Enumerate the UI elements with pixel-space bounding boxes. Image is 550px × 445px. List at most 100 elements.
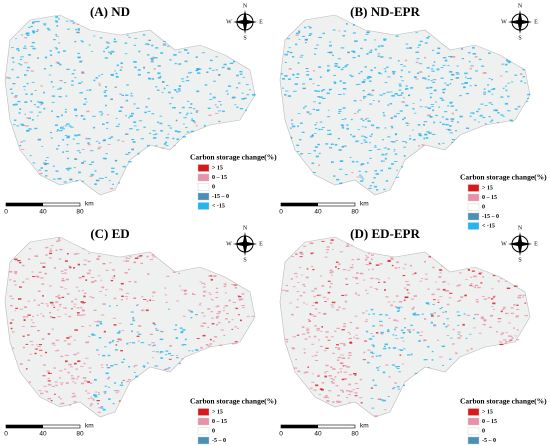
change-patch	[405, 43, 409, 45]
change-patch	[388, 259, 391, 262]
change-patch	[252, 93, 256, 96]
change-patch	[383, 188, 386, 191]
change-patch	[394, 382, 397, 384]
change-patch	[452, 56, 456, 58]
change-patch	[114, 382, 117, 384]
change-patch	[504, 102, 509, 105]
change-patch	[382, 399, 386, 402]
change-patch	[169, 103, 172, 105]
change-patch	[314, 325, 317, 327]
change-patch	[395, 35, 399, 37]
change-patch	[392, 70, 396, 73]
change-patch	[175, 119, 178, 122]
change-patch	[352, 276, 354, 278]
scale-unit: km	[360, 201, 369, 208]
change-patch	[248, 89, 251, 91]
change-patch	[64, 313, 67, 315]
change-patch	[57, 178, 60, 180]
change-patch	[55, 170, 59, 172]
change-patch	[181, 358, 184, 360]
change-patch	[86, 272, 91, 275]
change-patch	[379, 73, 383, 75]
change-patch	[438, 276, 442, 278]
change-patch	[175, 337, 179, 339]
change-patch	[232, 96, 236, 99]
change-patch	[220, 104, 222, 106]
change-patch	[47, 383, 52, 385]
change-patch	[214, 104, 217, 106]
change-patch	[47, 397, 52, 400]
change-patch	[24, 74, 27, 76]
legend-title: Carbon storage change(%)	[460, 397, 547, 406]
change-patch	[469, 333, 472, 335]
change-patch	[327, 69, 331, 71]
change-patch	[125, 94, 129, 96]
change-patch	[363, 39, 367, 41]
change-patch	[401, 101, 404, 103]
change-patch	[386, 66, 389, 68]
change-patch	[14, 95, 18, 97]
change-patch	[58, 96, 62, 98]
change-patch	[470, 283, 473, 285]
change-patch	[91, 280, 94, 282]
change-patch	[245, 109, 247, 112]
change-patch	[49, 50, 53, 52]
change-patch	[37, 290, 41, 292]
change-patch	[76, 352, 80, 354]
change-patch	[218, 120, 221, 122]
change-patch	[323, 396, 328, 399]
change-patch	[351, 160, 355, 163]
change-patch	[222, 310, 226, 312]
change-patch	[358, 109, 361, 111]
change-patch	[336, 309, 339, 311]
change-patch	[406, 284, 411, 286]
change-patch	[110, 136, 113, 138]
change-patch	[57, 51, 60, 54]
change-patch	[125, 133, 129, 135]
change-patch	[449, 102, 453, 104]
change-patch	[355, 277, 359, 280]
change-patch	[67, 354, 69, 357]
change-patch	[23, 319, 26, 321]
change-patch	[181, 106, 185, 109]
change-patch	[346, 243, 349, 245]
change-patch	[18, 112, 21, 114]
change-patch	[216, 324, 218, 326]
change-patch	[403, 348, 406, 350]
change-patch	[184, 60, 188, 63]
change-patch	[455, 77, 460, 79]
change-patch	[210, 311, 214, 313]
change-patch	[343, 344, 346, 347]
change-patch	[508, 340, 511, 342]
change-patch	[112, 317, 117, 319]
change-patch	[437, 339, 439, 341]
change-patch	[513, 285, 518, 287]
change-patch	[98, 84, 101, 87]
change-patch	[346, 64, 349, 66]
legend-swatch	[467, 436, 480, 445]
change-patch	[400, 69, 403, 72]
change-patch	[321, 240, 325, 242]
change-patch	[396, 169, 398, 171]
change-patch	[336, 359, 340, 361]
change-patch	[349, 74, 352, 76]
change-patch	[395, 320, 400, 322]
change-patch	[409, 331, 412, 334]
change-patch	[202, 286, 206, 288]
change-patch	[80, 306, 83, 309]
change-patch	[383, 281, 386, 283]
change-patch	[336, 327, 340, 329]
change-patch	[165, 350, 169, 352]
change-patch	[94, 183, 97, 186]
change-patch	[429, 96, 432, 99]
change-patch	[9, 295, 13, 297]
change-patch	[430, 104, 435, 105]
change-patch	[488, 52, 492, 54]
change-patch	[42, 262, 46, 264]
change-patch	[337, 394, 341, 397]
change-patch	[36, 276, 40, 278]
change-patch	[445, 118, 449, 121]
change-patch	[209, 294, 212, 295]
change-patch	[403, 117, 406, 119]
change-patch	[305, 68, 309, 70]
